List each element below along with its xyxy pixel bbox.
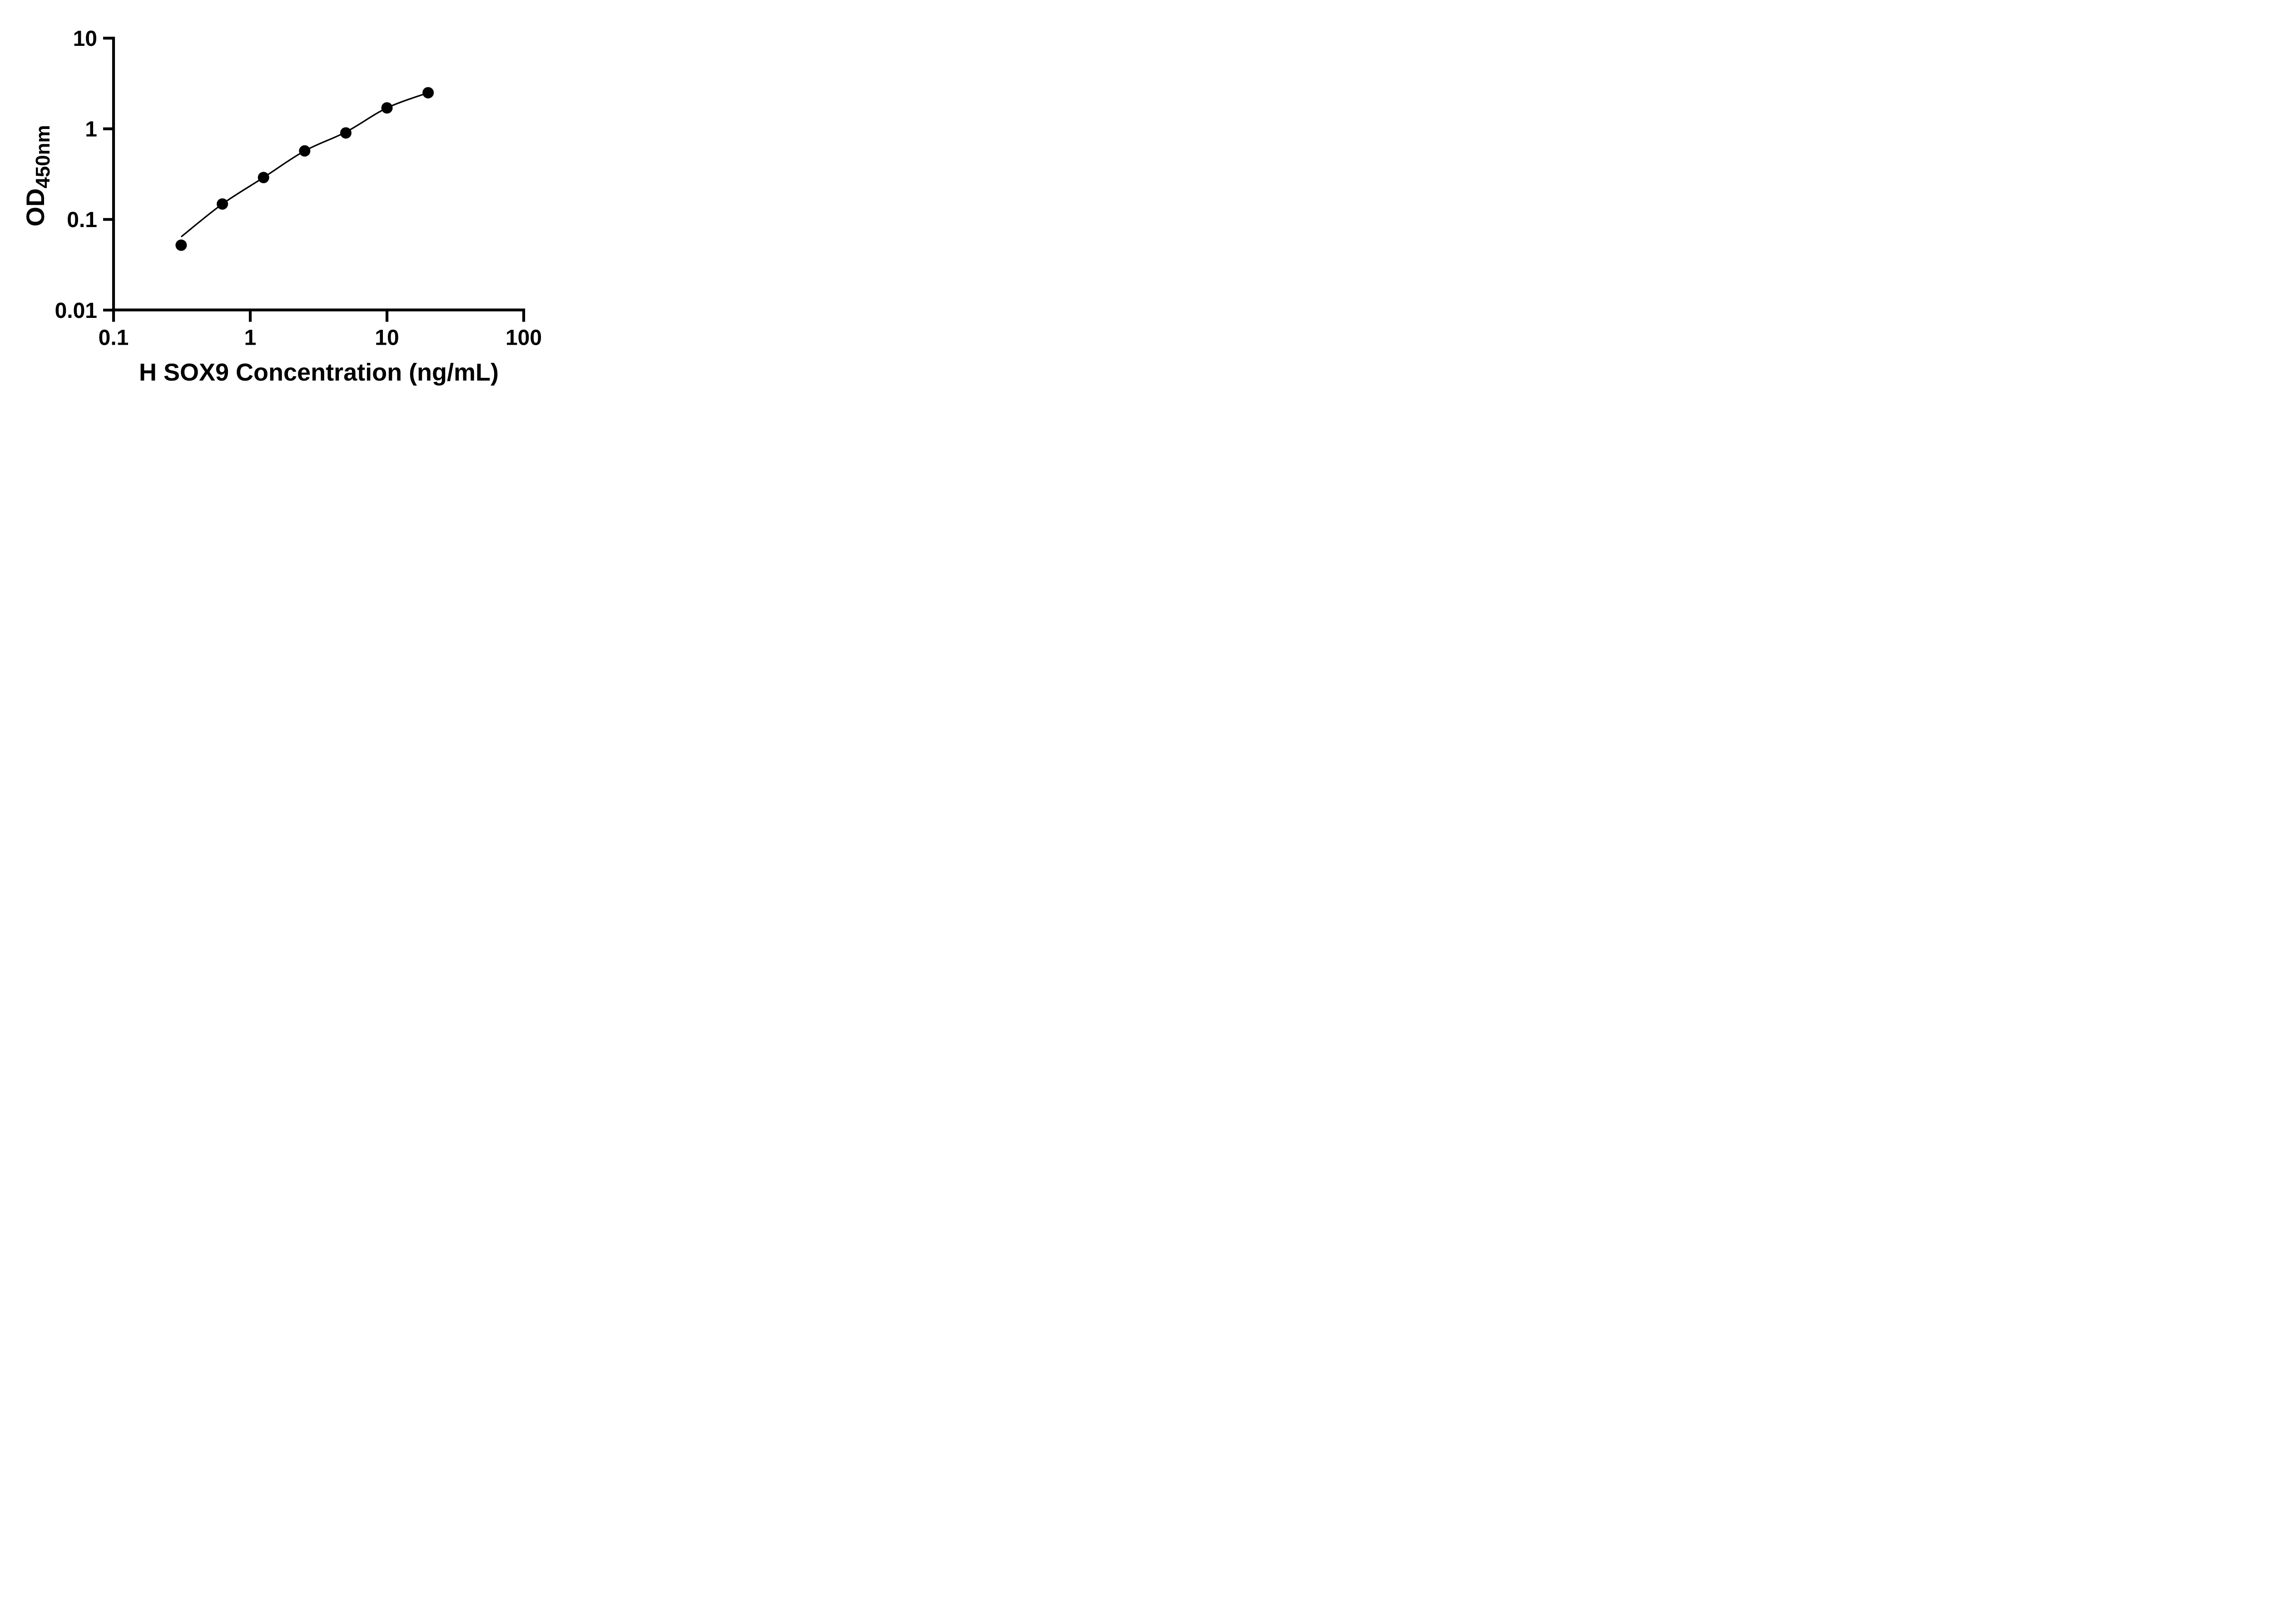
- fit-curve: [181, 92, 429, 238]
- data-point-marker: [381, 102, 393, 114]
- axes: [112, 36, 526, 312]
- y-axis-title-main: OD: [21, 188, 50, 227]
- x-tick-label: 0.1: [99, 326, 129, 350]
- tick-marks: [103, 36, 526, 322]
- fit-curve-path: [181, 92, 429, 238]
- x-tick-label: 10: [375, 326, 399, 350]
- y-tick-label: 10: [73, 27, 97, 51]
- x-tick-label: 100: [506, 326, 542, 350]
- data-points: [175, 87, 434, 251]
- y-tick-label: 1: [85, 118, 97, 142]
- data-point-marker: [258, 172, 269, 183]
- data-point-marker: [175, 239, 187, 251]
- x-axis-title: H SOX9 Concentration (ng/mL): [139, 359, 499, 386]
- y-axis-title-sub: 450nm: [32, 125, 54, 188]
- data-point-marker: [340, 127, 352, 139]
- y-tick-label: 0.01: [55, 299, 97, 323]
- data-point-marker: [217, 198, 228, 210]
- data-point-marker: [299, 145, 311, 157]
- elisa-standard-curve-figure: 10 1 0.1 0.01 0.1 1 10 100 H SOX9 Concentration…: [0, 0, 587, 406]
- data-point-marker: [422, 87, 434, 99]
- x-tick-label: 1: [244, 326, 257, 350]
- y-tick-label: 0.1: [67, 208, 97, 232]
- y-axis-title: OD450nm: [21, 125, 54, 226]
